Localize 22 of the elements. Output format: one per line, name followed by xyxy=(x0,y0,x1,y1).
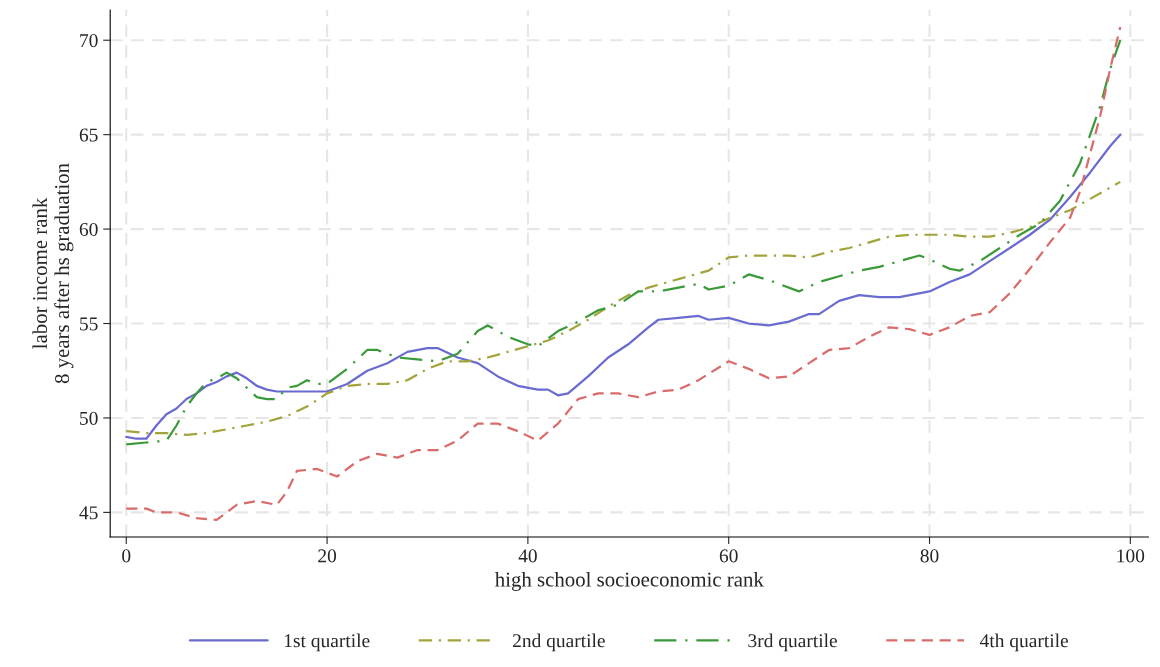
y-tick-label: 60 xyxy=(79,222,98,237)
y-tick-label: 55 xyxy=(80,317,98,331)
line-series xyxy=(125,39,1122,446)
x-tick-label: 100 xyxy=(1117,549,1145,563)
line-series xyxy=(125,25,1122,522)
x-axis-title: high school socioeconomic rank xyxy=(494,571,764,591)
y-tick-label: 70 xyxy=(80,34,98,48)
y-tick-label: 50 xyxy=(80,411,98,425)
legend-label: 4th quartile xyxy=(979,633,1069,652)
legend-label: 2nd quartile xyxy=(512,633,605,652)
y-tick-label: 65 xyxy=(79,128,98,142)
y-tick-label: 45 xyxy=(79,506,98,520)
x-tick-label: 20 xyxy=(318,549,337,563)
x-tick-label: 40 xyxy=(518,549,537,563)
line-series xyxy=(125,180,1122,437)
legend-label: 3rd quartile xyxy=(748,633,837,652)
x-tick-label: 60 xyxy=(719,549,738,563)
x-tick-label: 0 xyxy=(122,549,131,563)
line-series xyxy=(125,133,1122,440)
x-tick-label: 80 xyxy=(920,549,939,563)
legend-label: 1st quartile xyxy=(284,633,370,652)
y-axis-title: labor income rank 8 years after hs graduation xyxy=(32,163,74,384)
